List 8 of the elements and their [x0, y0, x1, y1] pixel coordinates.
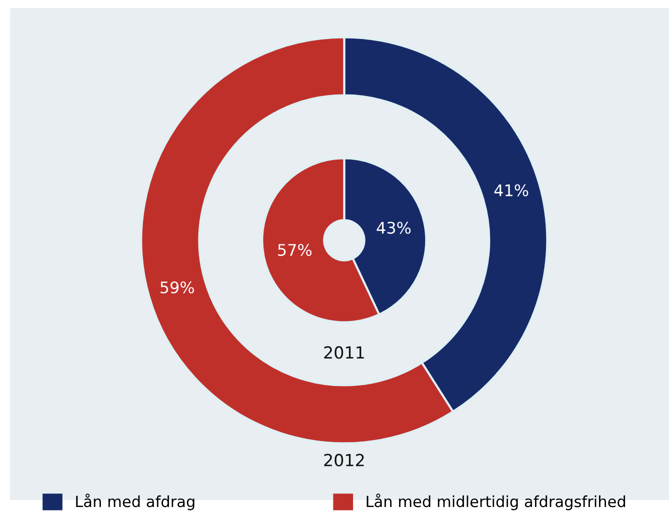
slice-label: 2012 [324, 454, 364, 466]
data-label: 59% [160, 281, 194, 294]
legend-label: Lån med midlertidig afdragsfrihed [366, 494, 626, 510]
data-label: 57% [278, 244, 312, 256]
data-label: 43% [376, 222, 411, 234]
data-label: 41% [494, 184, 528, 196]
legend-label: Lån med afdrag [76, 494, 194, 510]
slice-label: 2011 [324, 346, 364, 359]
